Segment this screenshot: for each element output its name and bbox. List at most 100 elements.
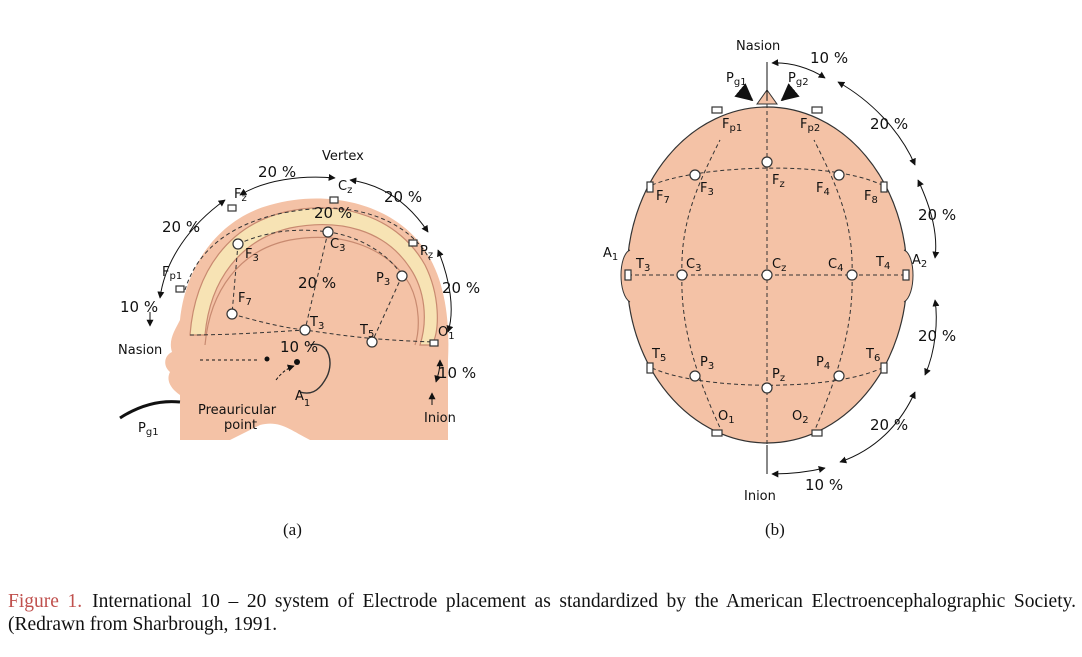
caption-text: International 10 – 20 system of Electrod…	[8, 591, 1076, 635]
label-b-f3: F3	[700, 181, 714, 198]
pct-b-20-3: 20 %	[918, 327, 956, 345]
electrode-cz	[329, 196, 339, 204]
pct-b-10-bottom: 10 %	[805, 476, 843, 494]
electrode-b-pz	[761, 382, 773, 394]
pct-a-10-inion: 10 %	[438, 364, 476, 382]
electrode-b-t3	[624, 269, 632, 281]
vertex-label: Vertex	[322, 149, 364, 164]
preauricular-dot	[294, 359, 300, 365]
label-b-fp1: Fp1	[722, 117, 742, 134]
panel-a-electrodes	[175, 196, 439, 348]
electrode-b-c4	[846, 269, 858, 281]
electrode-o1	[429, 339, 439, 347]
electrode-b-f3	[689, 169, 701, 181]
label-a-f7: F7	[238, 291, 252, 308]
pct-a-20-right: 20 %	[442, 279, 480, 297]
pct-b-20-1: 20 %	[870, 115, 908, 133]
electrode-t3	[299, 324, 311, 336]
electrode-b-f4	[833, 169, 845, 181]
electrode-t5	[366, 336, 378, 348]
label-a-pz: Pz	[420, 244, 433, 261]
ear-shape	[299, 343, 331, 394]
label-b-o1: O1	[718, 409, 735, 426]
electrode-b-c3	[676, 269, 688, 281]
label-b-t5: T5	[651, 347, 666, 364]
label-a-o1: O1	[438, 325, 455, 342]
pct-b-10-top: 10 %	[810, 49, 848, 67]
electrode-c3	[322, 226, 334, 238]
pct-b-20-4: 20 %	[870, 416, 908, 434]
label-b-t3: T3	[635, 257, 650, 274]
pct-a-20-band: 20 %	[314, 204, 352, 222]
panel-a-side-view: Vertex Nasion Inion Preauricular point 2…	[118, 149, 480, 539]
pct-a-20-top: 20 %	[258, 163, 296, 181]
pct-a-20-left: 20 %	[162, 218, 200, 236]
pct-a-20-middle: 20 %	[298, 274, 336, 292]
electrode-b-fz	[761, 156, 773, 168]
electrode-f7	[226, 308, 238, 320]
nasion-dot	[264, 356, 270, 362]
inion-label-b: Inion	[744, 489, 776, 504]
label-b-f8: F8	[864, 189, 878, 206]
panel-b-arcs	[771, 59, 940, 478]
label-a-t5: T5	[359, 323, 374, 340]
label-b-c3: C3	[686, 257, 701, 274]
label-a-c3: C3	[330, 237, 345, 254]
nasion-label: Nasion	[118, 343, 162, 358]
label-a-t3: T3	[309, 315, 324, 332]
label-b-o2: O2	[792, 409, 809, 426]
label-a-fp1: Fp1	[162, 265, 182, 282]
panel-a-arcs	[157, 173, 454, 383]
label-b-t4: T4	[875, 255, 890, 272]
electrode-placement-figure: Vertex Nasion Inion Preauricular point 2…	[118, 39, 956, 539]
electrode-b-p3	[689, 370, 701, 382]
electrode-b-t5	[646, 362, 654, 374]
electrode-fz	[227, 204, 237, 212]
label-b-p4: P4	[816, 355, 830, 372]
electrode-b-cz	[761, 269, 773, 281]
pct-a-20-upper-right: 20 %	[384, 188, 422, 206]
label-a-a1: A1	[295, 389, 310, 409]
electrode-b-p4	[833, 370, 845, 382]
label-a-f3: F3	[245, 247, 259, 264]
preauricular-label-1: Preauricular	[198, 403, 277, 418]
panel-b-sublabel: (b)	[765, 520, 785, 539]
label-b-cz: Cz	[772, 257, 786, 274]
electrode-pz	[408, 239, 418, 247]
electrode-f3	[232, 238, 244, 250]
label-b-pg2: Pg2	[788, 71, 809, 88]
label-a-p3: P3	[376, 271, 390, 288]
label-a-cz: Cz	[338, 179, 352, 196]
electrode-b-f8	[880, 181, 888, 193]
label-b-fp2: Fp2	[800, 117, 820, 134]
electrode-b-o1	[711, 429, 723, 437]
inion-label: Inion	[424, 411, 456, 426]
figure-caption: Figure 1. International 10 – 20 system of…	[8, 590, 1076, 636]
label-b-f7: F7	[656, 189, 670, 206]
pct-b-20-2: 20 %	[918, 206, 956, 224]
label-b-fz: Fz	[772, 173, 785, 190]
label-a-pg1: Pg1	[138, 421, 159, 438]
electrode-b-t6	[880, 362, 888, 374]
figure-number: Figure 1.	[8, 591, 83, 612]
label-b-pg1: Pg1	[726, 71, 747, 88]
panel-b-top-view: Nasion Inion 10 % 20 % 20 % 20 % 20 % 10…	[603, 39, 956, 539]
electrode-b-fp2	[811, 106, 823, 114]
label-b-f4: F4	[816, 181, 830, 198]
panel-a-sublabel: (a)	[283, 520, 302, 539]
label-b-c4: C4	[828, 257, 843, 274]
pg1-cable	[119, 400, 181, 420]
pct-a-10-left: 10 %	[120, 298, 158, 316]
electrode-b-f7	[646, 181, 654, 193]
electrode-b-t4	[902, 269, 910, 281]
label-b-t6: T6	[865, 347, 880, 364]
electrode-b-o2	[811, 429, 823, 437]
pct-a-10-ear: 10 %	[280, 338, 318, 356]
label-b-a1: A1	[603, 246, 618, 263]
label-b-p3: P3	[700, 355, 714, 372]
panel-b-electrodes	[624, 106, 910, 437]
nasion-label-b: Nasion	[736, 39, 780, 54]
electrode-b-fp1	[711, 106, 723, 114]
electrode-fp1	[175, 285, 185, 293]
electrode-p3	[396, 270, 408, 282]
